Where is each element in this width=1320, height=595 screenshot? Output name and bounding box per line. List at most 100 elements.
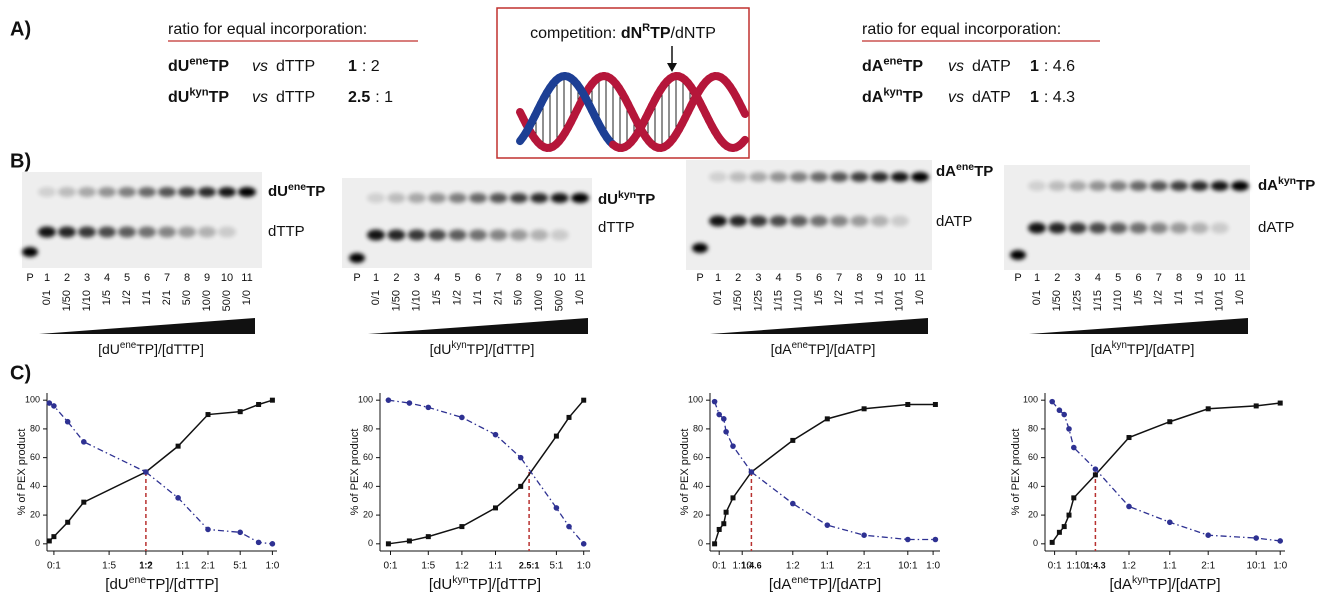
superscript: kyn [618, 189, 636, 201]
series-line [48, 402, 273, 545]
data-point [64, 418, 71, 425]
series-line [713, 403, 936, 545]
rich-text: dUeneTP [268, 181, 325, 200]
lane-ratio: 2/1 [492, 290, 504, 305]
panel-label: B) [10, 150, 31, 172]
lane-ratio: 1/15 [773, 290, 785, 311]
rich-text: [dAkynTP]/[dATP] [1109, 574, 1220, 593]
superscript: kyn [189, 86, 208, 98]
y-tick-label: 80 [363, 423, 373, 433]
data-point [459, 524, 465, 530]
rich-text: [dAkynTP]/[dATP] [1091, 340, 1195, 357]
ratio-rest: : 4.6 [1044, 58, 1075, 75]
y-axis-label: % of PEX product [679, 429, 691, 516]
data-point [1061, 411, 1067, 418]
vs: vs [948, 58, 964, 75]
data-point [65, 519, 71, 525]
lane-number: P [26, 272, 33, 284]
gel-band [550, 193, 569, 203]
data-point [493, 505, 498, 511]
gel-band [1129, 181, 1148, 191]
gel-band [769, 215, 788, 227]
y-tick-label: 80 [1028, 423, 1038, 433]
gel-band [729, 172, 748, 182]
data-point [1056, 407, 1063, 414]
lane-number: 9 [877, 272, 883, 284]
dna-strand [738, 135, 749, 148]
data-point [861, 406, 867, 412]
gel-band [729, 215, 748, 227]
gel-band [469, 229, 487, 241]
ratio-rest: : 2 [362, 58, 380, 75]
lane-ratio: 50/0 [221, 290, 233, 311]
data-point [721, 521, 727, 527]
gel-band [870, 172, 889, 182]
x-tick-label: 10:1 [898, 561, 918, 572]
competition-box [496, 7, 750, 159]
text-part: TP [636, 191, 655, 208]
rich-text: dAeneTP [936, 161, 993, 180]
gel-band [709, 172, 727, 182]
text-part: /dNTP [671, 25, 716, 42]
text-part: TP]/[dTTP] [469, 576, 542, 593]
gel-band [367, 229, 385, 241]
ratio: 2.5: 1 [348, 89, 393, 106]
dna-strand [738, 103, 749, 119]
gel-band [530, 229, 549, 241]
lane-number: 5 [124, 272, 130, 284]
lane-ratio: 50/0 [554, 290, 566, 311]
lane-number: 1 [44, 272, 50, 284]
lane-ratio: 1/1 [853, 290, 865, 305]
ratio: 1: 4.3 [1030, 89, 1075, 106]
gel-band [509, 229, 528, 241]
vs: vs [252, 89, 268, 106]
lane-number: P [696, 272, 703, 284]
gel-band [218, 187, 236, 197]
x-tick-label: 1:2 [786, 561, 800, 572]
text-part: [dA [1091, 341, 1113, 357]
lane-ratio: 1/25 [752, 290, 764, 311]
gel-band [489, 229, 508, 241]
data-point [1167, 419, 1173, 425]
data-point [932, 536, 939, 543]
data-point [905, 401, 911, 407]
y-axis-label: % of PEX product [349, 429, 361, 516]
data-point [824, 416, 830, 422]
data-point [425, 404, 432, 411]
data-point [51, 534, 57, 540]
data-point [81, 439, 87, 445]
data-point [237, 529, 243, 536]
text-part: TP [209, 58, 230, 75]
lane-number: 10 [1214, 272, 1226, 284]
y-tick-label: 20 [30, 509, 40, 519]
lane-number: 8 [184, 272, 190, 284]
y-tick-label: 0 [35, 538, 40, 548]
gel-image [1004, 165, 1250, 270]
lane-number: 8 [1176, 272, 1182, 284]
lane-ratio: 1/0 [241, 290, 253, 305]
gel-band [198, 187, 216, 197]
control-label: dTTP [268, 223, 305, 240]
lane-number: 2 [1054, 272, 1060, 284]
data-point [581, 397, 587, 403]
superscript: ene [791, 574, 809, 586]
data-point [205, 412, 211, 418]
gel-band [1210, 222, 1229, 234]
lane-ratio: 1/5 [431, 290, 443, 305]
y-axis-label: % of PEX product [16, 429, 28, 516]
text-part: dA [862, 58, 884, 75]
text-part: [dA [769, 576, 792, 593]
lane-ratio: 1/15 [1092, 290, 1104, 311]
x-tick-label: 1:0 [265, 561, 279, 572]
gel-band [1190, 181, 1209, 191]
data-point [51, 403, 57, 409]
lane-ratio: 1/10 [1112, 290, 1124, 311]
lane-ratio: 1/2 [121, 290, 133, 305]
data-point [406, 400, 413, 406]
superscript: kyn [451, 340, 466, 351]
lane-ratio: 10/1 [894, 290, 906, 311]
data-point [269, 397, 275, 403]
text-part: TP]/[dTTP] [467, 341, 535, 357]
y-tick-label: 100 [358, 395, 373, 405]
